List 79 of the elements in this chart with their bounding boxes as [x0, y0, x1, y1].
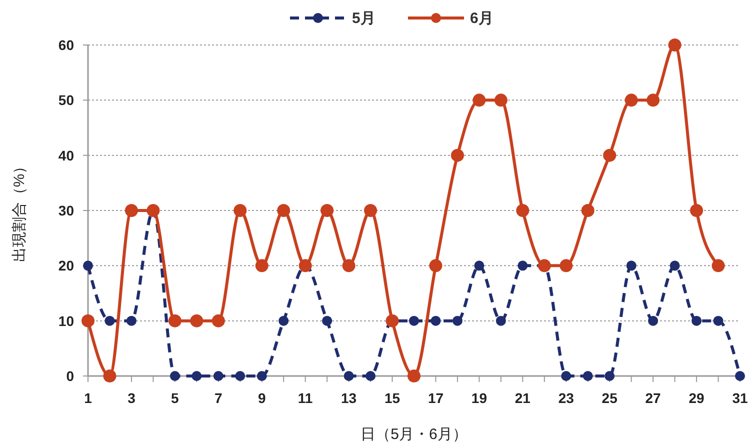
y-tick-label: 20: [58, 258, 74, 274]
x-tick-label: 13: [341, 390, 357, 406]
point: [190, 314, 204, 328]
point: [342, 259, 356, 272]
point: [364, 204, 378, 217]
point: [168, 314, 182, 328]
point: [450, 148, 464, 162]
point: [83, 260, 93, 271]
point: [713, 316, 724, 326]
point: [690, 204, 704, 217]
point: [192, 371, 202, 381]
x-tick-label: 15: [384, 390, 400, 406]
point: [322, 316, 332, 326]
point: [124, 204, 138, 217]
x-tick-label: 27: [645, 390, 662, 406]
point: [648, 316, 658, 326]
x-tick-label: 3: [128, 390, 136, 406]
point: [670, 260, 680, 271]
point: [452, 316, 462, 326]
point: [104, 316, 115, 326]
x-tick-label: 23: [558, 390, 574, 406]
point: [624, 94, 638, 107]
point: [692, 316, 702, 326]
point: [603, 148, 616, 162]
point: [582, 371, 593, 381]
point: [235, 371, 246, 381]
point: [344, 371, 354, 381]
point: [126, 316, 136, 326]
point: [408, 370, 420, 382]
point: [604, 371, 615, 381]
point: [278, 316, 289, 326]
point: [474, 260, 484, 271]
y-tick-label: 10: [58, 312, 74, 329]
point: [82, 314, 94, 328]
point: [496, 316, 506, 326]
y-tick-label: 60: [58, 37, 74, 53]
point: [409, 316, 419, 326]
x-tick-label: 5: [171, 390, 180, 406]
point: [213, 371, 224, 381]
point: [103, 370, 116, 382]
x-tick-label: 19: [471, 390, 488, 406]
point: [516, 204, 530, 217]
point: [668, 38, 682, 52]
x-tick-label: 25: [602, 390, 618, 406]
point: [581, 204, 594, 217]
y-tick-label: 50: [58, 92, 74, 108]
x-tick-label: 9: [258, 390, 266, 406]
x-tick-label: 7: [214, 390, 222, 406]
point: [320, 204, 334, 217]
point: [429, 259, 442, 272]
point: [494, 94, 508, 107]
y-tick-label: 0: [66, 368, 74, 384]
point: [255, 259, 268, 272]
point: [170, 371, 180, 381]
y-axis-title: 出現割合（%）: [11, 158, 28, 262]
x-tick-label: 1: [84, 390, 92, 406]
point: [472, 94, 486, 107]
point: [646, 94, 660, 107]
point: [561, 371, 572, 381]
point: [712, 259, 725, 272]
point: [626, 260, 636, 271]
point: [277, 204, 290, 217]
x-tick-label: 29: [688, 390, 705, 406]
legend-label: 6月: [470, 10, 494, 27]
x-tick-label: 21: [514, 390, 531, 406]
x-tick-label: 31: [732, 390, 748, 406]
y-tick-label: 30: [58, 202, 74, 218]
point: [234, 204, 247, 217]
y-tick-label: 40: [58, 147, 74, 164]
point: [560, 259, 573, 272]
point: [256, 371, 267, 381]
point: [430, 316, 441, 326]
point: [366, 371, 376, 381]
x-axis-title: 日（5月・6月）: [360, 426, 468, 443]
x-tick-label: 11: [298, 390, 313, 406]
legend-label: 5月: [352, 10, 376, 27]
point: [518, 260, 528, 271]
point: [212, 314, 225, 328]
x-tick-label: 17: [428, 390, 444, 406]
